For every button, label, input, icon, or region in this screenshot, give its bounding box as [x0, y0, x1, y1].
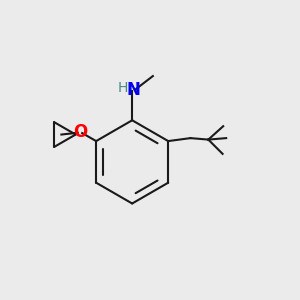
- Text: N: N: [126, 81, 140, 99]
- Text: H: H: [117, 81, 128, 94]
- Text: O: O: [74, 123, 88, 141]
